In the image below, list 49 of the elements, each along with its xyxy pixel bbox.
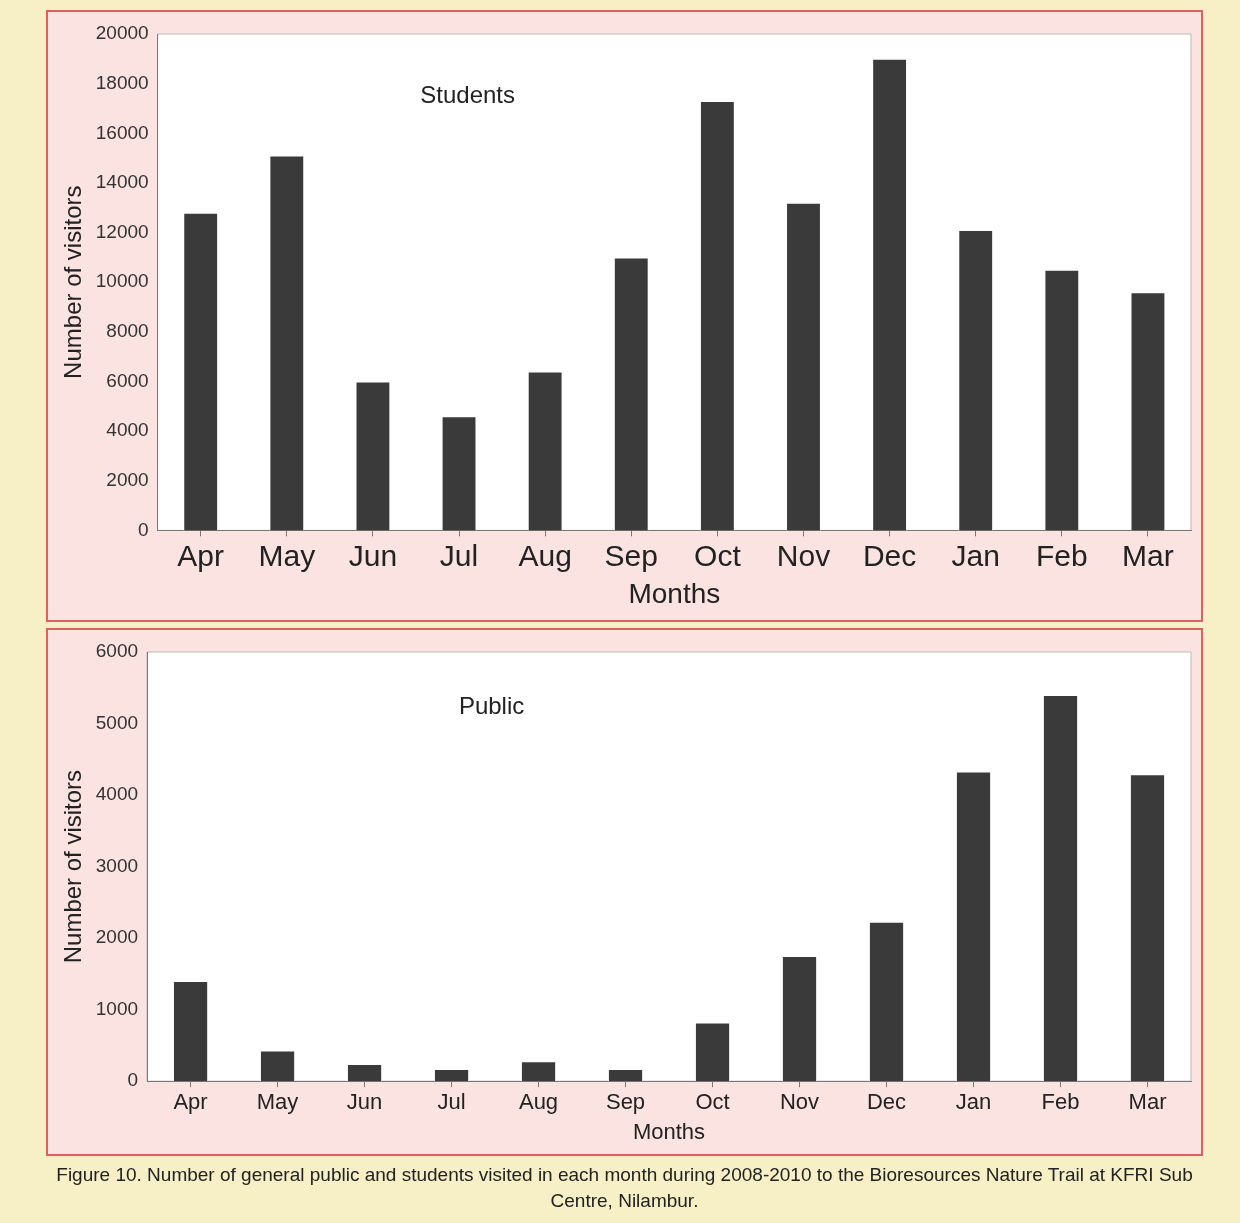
x-tick-label: May <box>256 1089 299 1115</box>
x-tick-label: Jun <box>348 538 398 572</box>
x-tick-label: Feb <box>1035 538 1088 572</box>
x-tick-label: Dec <box>862 538 917 572</box>
y-tick-label: 0 <box>138 518 149 540</box>
x-tick-label: Sep <box>604 538 658 572</box>
x-tick-label: Aug <box>518 1089 559 1115</box>
y-axis-title: Number of visitors <box>59 185 87 379</box>
x-axis-title: Months <box>628 577 721 609</box>
y-tick-label: 1000 <box>95 997 139 1019</box>
y-tick-label: 3000 <box>95 854 139 876</box>
y-tick-label: 6000 <box>106 369 149 391</box>
y-tick-label: 10000 <box>95 270 149 292</box>
x-tick-label: Mar <box>1128 1089 1167 1115</box>
x-tick-label: Nov <box>779 1089 820 1115</box>
y-tick-label: 4000 <box>95 783 139 805</box>
x-tick-label: Oct <box>694 538 742 572</box>
x-tick-label: May <box>258 538 316 572</box>
x-tick-label: Nov <box>776 538 831 572</box>
x-tick-label: Apr <box>177 538 225 572</box>
y-tick-label: 0 <box>127 1069 139 1091</box>
x-tick-label: Aug <box>518 538 572 572</box>
x-tick-label: Jan <box>951 538 1000 572</box>
y-tick-label: 18000 <box>95 71 149 93</box>
x-tick-label: Jul <box>437 1089 466 1115</box>
y-tick-label: 8000 <box>106 320 149 342</box>
caption: Figure 10. Number of general public and students visited in each month during 2008-2010 to the Bioresources Nature Trail at KFRI Sub Centre, Nilambur. <box>55 1163 1194 1213</box>
x-tick-label: Jul <box>439 538 479 572</box>
x-tick-label: Apr <box>173 1089 208 1115</box>
x-tick-label: Sep <box>605 1089 646 1115</box>
y-axis-title: Number of visitors <box>59 769 87 964</box>
x-tick-label: Dec <box>866 1089 907 1115</box>
y-tick-label: 5000 <box>95 711 139 733</box>
y-tick-label: 4000 <box>106 419 149 441</box>
y-tick-label: 6000 <box>95 640 139 662</box>
y-tick-label: 20000 <box>95 22 149 44</box>
text: Students <box>420 80 516 108</box>
x-tick-label: Oct <box>695 1089 730 1115</box>
x-tick-label: Jun <box>346 1089 383 1115</box>
x-tick-label: Feb <box>1041 1089 1080 1115</box>
x-axis-title: Months <box>632 1118 706 1144</box>
y-tick-label: 2000 <box>106 468 149 490</box>
y-tick-label: 16000 <box>95 121 149 143</box>
y-tick-label: 12000 <box>95 220 149 242</box>
text: Public <box>458 691 525 719</box>
y-tick-label: 2000 <box>95 926 139 948</box>
x-tick-label: Jan <box>955 1089 992 1115</box>
x-tick-label: Mar <box>1122 538 1174 572</box>
y-tick-label: 14000 <box>95 171 149 193</box>
